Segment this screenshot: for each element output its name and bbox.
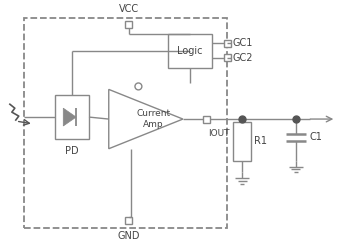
- Text: C1: C1: [310, 132, 322, 142]
- Bar: [24, 18, 227, 228]
- Text: IOUT: IOUT: [208, 129, 229, 138]
- Circle shape: [135, 83, 142, 90]
- Polygon shape: [63, 108, 76, 126]
- Bar: [233, 122, 251, 161]
- Bar: [55, 95, 89, 139]
- Text: Current
Amp: Current Amp: [136, 109, 170, 129]
- Text: VCC: VCC: [119, 4, 139, 14]
- Bar: [125, 217, 132, 224]
- Bar: [224, 40, 231, 47]
- Text: GND: GND: [117, 231, 140, 241]
- Text: R1: R1: [254, 136, 267, 146]
- Text: GC1: GC1: [232, 38, 253, 48]
- Bar: [203, 116, 210, 123]
- Bar: [224, 54, 231, 61]
- Polygon shape: [109, 89, 183, 149]
- Bar: [125, 21, 132, 28]
- Text: PD: PD: [65, 146, 79, 156]
- Text: GC2: GC2: [232, 53, 253, 62]
- Text: Logic: Logic: [177, 46, 203, 56]
- Bar: [168, 34, 212, 68]
